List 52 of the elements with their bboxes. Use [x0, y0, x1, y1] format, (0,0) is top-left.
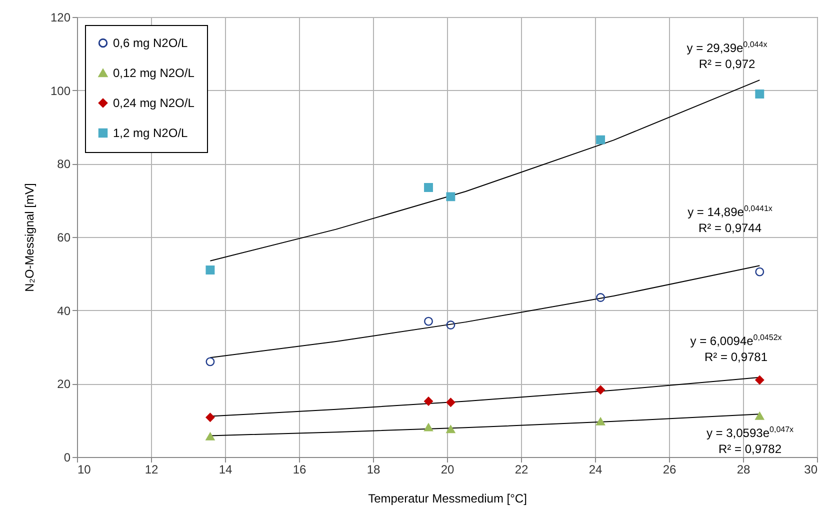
point [206, 432, 215, 440]
legend-label: 0,24 mg N2O/L [113, 96, 195, 110]
y-tick-label: 0 [64, 450, 71, 464]
x-tick-label: 26 [662, 462, 676, 476]
point [755, 90, 764, 98]
annotation: y = 6,0094e$^{0,0452x}$ [690, 333, 782, 348]
y-tick-label: 100 [50, 84, 71, 98]
annotation: y = 14,89e$^{0,0441x}$ [688, 204, 772, 219]
y-tick-label: 20 [57, 377, 71, 392]
annotation: R² = 0,9782 [718, 442, 782, 456]
x-tick-label: 10 [78, 462, 92, 476]
y-axis-title: N₂O-Messignal [mV] [22, 183, 36, 292]
point [596, 293, 606, 302]
point [446, 320, 456, 330]
y-tick-label: 80 [57, 157, 71, 172]
x-tick-label: 28 [736, 462, 750, 476]
y-tick-label: 40 [57, 304, 71, 318]
x-tick-label: 20 [440, 462, 454, 476]
point [424, 316, 433, 326]
point [755, 267, 764, 276]
point [446, 192, 456, 202]
x-axis-title: Temperatur Messmedium [°C] [368, 492, 527, 506]
x-tick-label: 18 [366, 462, 380, 476]
point [446, 398, 456, 407]
x-tick-label: 16 [292, 462, 306, 476]
x-tick-label: 14 [218, 462, 232, 476]
point [596, 135, 606, 144]
annotation: y = 3,0593e$^{0,047x}$ [706, 425, 794, 440]
legend-label: 0,12 mg N2O/L [113, 66, 195, 80]
y-tick-label: 60 [57, 230, 71, 244]
point [206, 266, 215, 274]
annotation: R² = 0,9744 [698, 221, 762, 235]
x-tick-label: 24 [588, 462, 602, 476]
point [424, 183, 433, 192]
legend-label: 1,2 mg N2O/L [113, 126, 188, 140]
point [596, 385, 606, 394]
annotation: y = 29,39e$^{0,044x}$ [686, 40, 768, 55]
x-tick-label: 22 [514, 462, 528, 476]
x-tick-label: 12 [144, 462, 158, 476]
point [755, 412, 764, 420]
point [206, 412, 215, 422]
annotation: R² = 0,9781 [704, 350, 768, 364]
point [424, 396, 433, 406]
point [446, 425, 456, 434]
point [424, 423, 433, 432]
point [206, 357, 215, 366]
legend-label: 0,6 mg N2O/L [113, 36, 188, 50]
point [755, 376, 764, 384]
point [596, 417, 606, 426]
annotation: R² = 0,972 [698, 57, 756, 71]
x-tick-label: 30 [804, 462, 818, 476]
y-tick-label: 120 [50, 10, 71, 24]
